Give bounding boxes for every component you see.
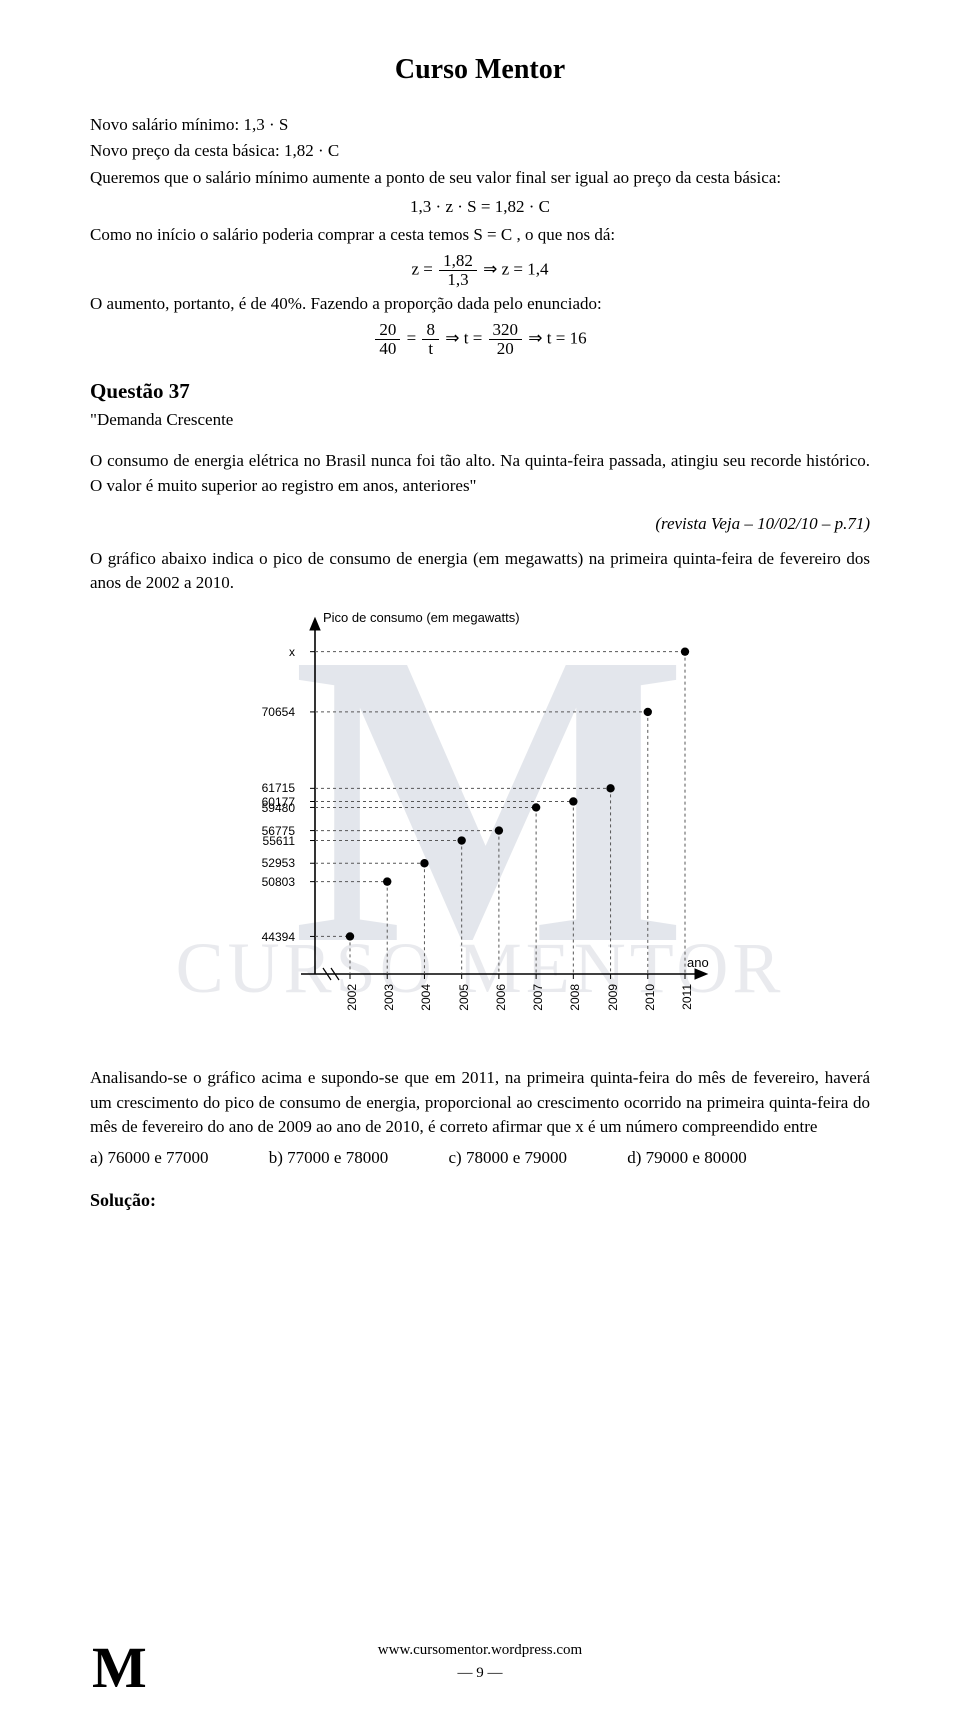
x-tick-label: 2003: [381, 984, 398, 1011]
eq-rhs: ⇒ z = 1,4: [483, 259, 548, 278]
equation: z = 1,82 1,3 ⇒ z = 1,4: [90, 252, 870, 289]
fraction: 20 40: [375, 321, 400, 358]
x-tick-label: 2005: [456, 984, 473, 1011]
eq-text: ⇒ t = 16: [528, 328, 586, 347]
text-line: O aumento, portanto, é de 40%. Fazendo a…: [90, 292, 870, 317]
option-a: a) 76000 e 77000: [90, 1146, 209, 1171]
consumption-chart: x706546171560177594805677555611529535080…: [245, 614, 715, 1044]
x-tick-label: 2002: [344, 984, 361, 1011]
fraction: 8 t: [422, 321, 439, 358]
answer-options: a) 76000 e 77000 b) 77000 e 78000 c) 780…: [90, 1146, 870, 1171]
y-tick-label: 55611: [245, 833, 295, 850]
y-axis-title: Pico de consumo (em megawatts): [323, 609, 520, 628]
fraction: 1,82 1,3: [439, 252, 477, 289]
denominator: 40: [375, 340, 400, 358]
option-c: c) 78000 e 79000: [448, 1146, 567, 1171]
citation: (revista Veja – 10/02/10 – p.71): [90, 512, 870, 537]
footer-logo-icon: M: [92, 1639, 147, 1697]
eq-text: =: [407, 328, 417, 347]
x-tick-label: 2009: [605, 984, 622, 1011]
fraction: 320 20: [489, 321, 523, 358]
numerator: 320: [489, 321, 523, 340]
y-tick-label: 70654: [245, 704, 295, 721]
denominator: 1,3: [439, 271, 477, 289]
question-title: Questão 37: [90, 376, 870, 406]
numerator: 20: [375, 321, 400, 340]
numerator: 8: [422, 321, 439, 340]
y-tick-label: 59480: [245, 800, 295, 817]
text-line: Como no início o salário poderia comprar…: [90, 223, 870, 248]
y-tick-label: 50803: [245, 874, 295, 891]
text-paragraph: O gráfico abaixo indica o pico de consum…: [90, 547, 870, 596]
page-title: Curso Mentor: [90, 50, 870, 91]
x-tick-label: 2011: [679, 984, 696, 1010]
numerator: 1,82: [439, 252, 477, 271]
text-paragraph: Queremos que o salário mínimo aumente a …: [90, 166, 870, 191]
page-footer: M www.cursomentor.wordpress.com — 9 —: [0, 1640, 960, 1686]
citation-text: (revista Veja – 10/02/10 – p.71): [655, 514, 870, 533]
x-axis-title: ano: [687, 954, 709, 973]
x-tick-label: 2010: [642, 984, 659, 1011]
y-tick-label: x: [245, 644, 295, 661]
equation: 1,3 · z · S = 1,82 · C: [90, 195, 870, 220]
x-tick-label: 2007: [530, 984, 547, 1011]
solution-heading: Solução:: [90, 1187, 870, 1213]
eq-text: ⇒ t =: [445, 328, 482, 347]
subtitle: "Demanda Crescente: [90, 408, 870, 433]
quote-paragraph: O consumo de energia elétrica no Brasil …: [90, 449, 870, 498]
x-tick-label: 2006: [493, 984, 510, 1011]
text-line: Novo preço da cesta básica: 1,82 · C: [90, 139, 870, 164]
y-tick-label: 44394: [245, 929, 295, 946]
x-tick-label: 2008: [567, 984, 584, 1011]
equation: 20 40 = 8 t ⇒ t = 320 20 ⇒ t = 16: [90, 321, 870, 358]
x-tick-label: 2004: [418, 984, 435, 1011]
option-d: d) 79000 e 80000: [627, 1146, 746, 1171]
y-tick-label: 52953: [245, 855, 295, 872]
option-b: b) 77000 e 78000: [269, 1146, 388, 1171]
eq-lhs: z =: [411, 259, 432, 278]
denominator: 20: [489, 340, 523, 358]
text-paragraph: Analisando-se o gráfico acima e supondo-…: [90, 1066, 870, 1140]
denominator: t: [422, 340, 439, 358]
text-line: Novo salário mínimo: 1,3 · S: [90, 113, 870, 138]
